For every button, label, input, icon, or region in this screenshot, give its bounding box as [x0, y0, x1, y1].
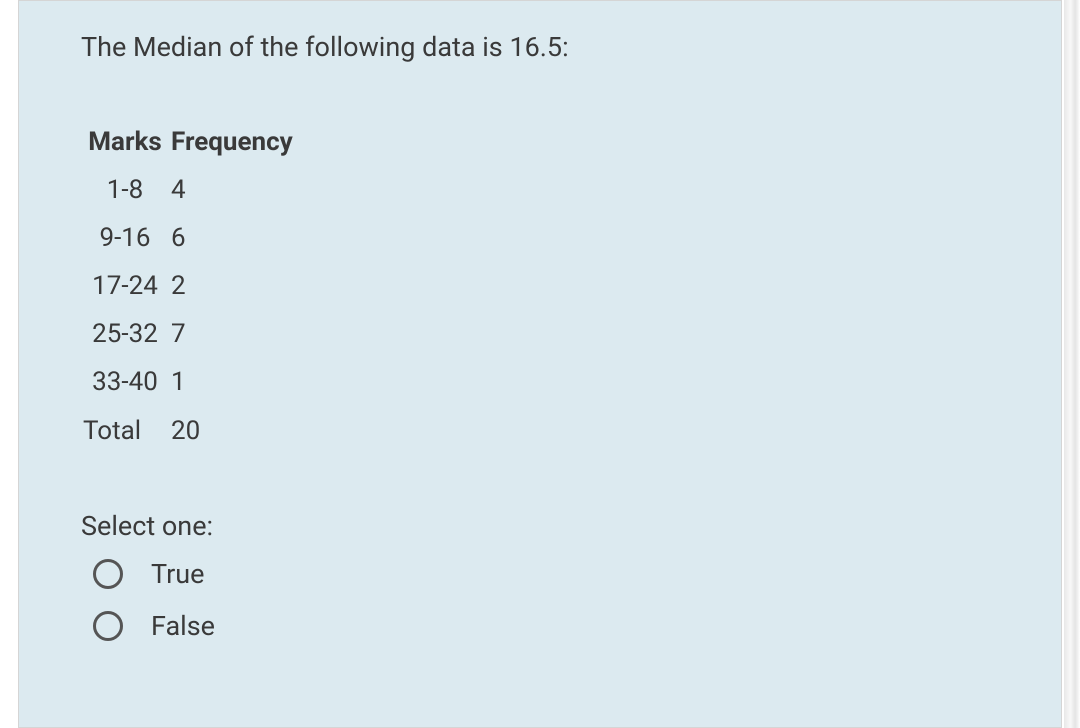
- total-value: 20: [169, 407, 200, 455]
- cell-marks: 33-40: [81, 358, 169, 406]
- cell-marks: 1-8: [81, 166, 169, 214]
- table-row: 1-8 4: [81, 166, 1021, 214]
- cell-marks: 25-32: [81, 310, 169, 358]
- header-frequency: Frequency: [169, 118, 293, 166]
- question-card: The Median of the following data is 16.5…: [18, 0, 1062, 728]
- options-list: True False: [81, 558, 1021, 642]
- frequency-table: Marks Frequency 1-8 4 9-16 6 17-24 2 25-…: [81, 118, 1021, 455]
- table-row: 33-40 1: [81, 358, 1021, 406]
- right-edge-shadow: [1064, 0, 1080, 728]
- cell-frequency: 6: [169, 214, 186, 262]
- page-container: The Median of the following data is 16.5…: [0, 0, 1080, 728]
- option-false[interactable]: False: [93, 610, 1021, 642]
- radio-icon: [93, 611, 123, 641]
- table-row: 25-32 7: [81, 310, 1021, 358]
- table-row: 17-24 2: [81, 262, 1021, 310]
- option-label: False: [151, 610, 215, 642]
- option-true[interactable]: True: [93, 558, 1021, 590]
- cell-frequency: 4: [169, 166, 186, 214]
- cell-frequency: 1: [169, 358, 186, 406]
- question-text: The Median of the following data is 16.5…: [81, 31, 1021, 63]
- header-marks: Marks: [81, 118, 169, 166]
- radio-icon: [93, 559, 123, 589]
- cell-frequency: 2: [169, 262, 186, 310]
- option-label: True: [151, 558, 204, 590]
- table-total-row: Total 20: [81, 407, 1021, 455]
- total-label: Total: [81, 407, 169, 455]
- table-row: 9-16 6: [81, 214, 1021, 262]
- cell-marks: 17-24: [81, 262, 169, 310]
- cell-marks: 9-16: [81, 214, 169, 262]
- cell-frequency: 7: [169, 310, 186, 358]
- table-header-row: Marks Frequency: [81, 118, 1021, 166]
- select-one-label: Select one:: [81, 510, 1021, 542]
